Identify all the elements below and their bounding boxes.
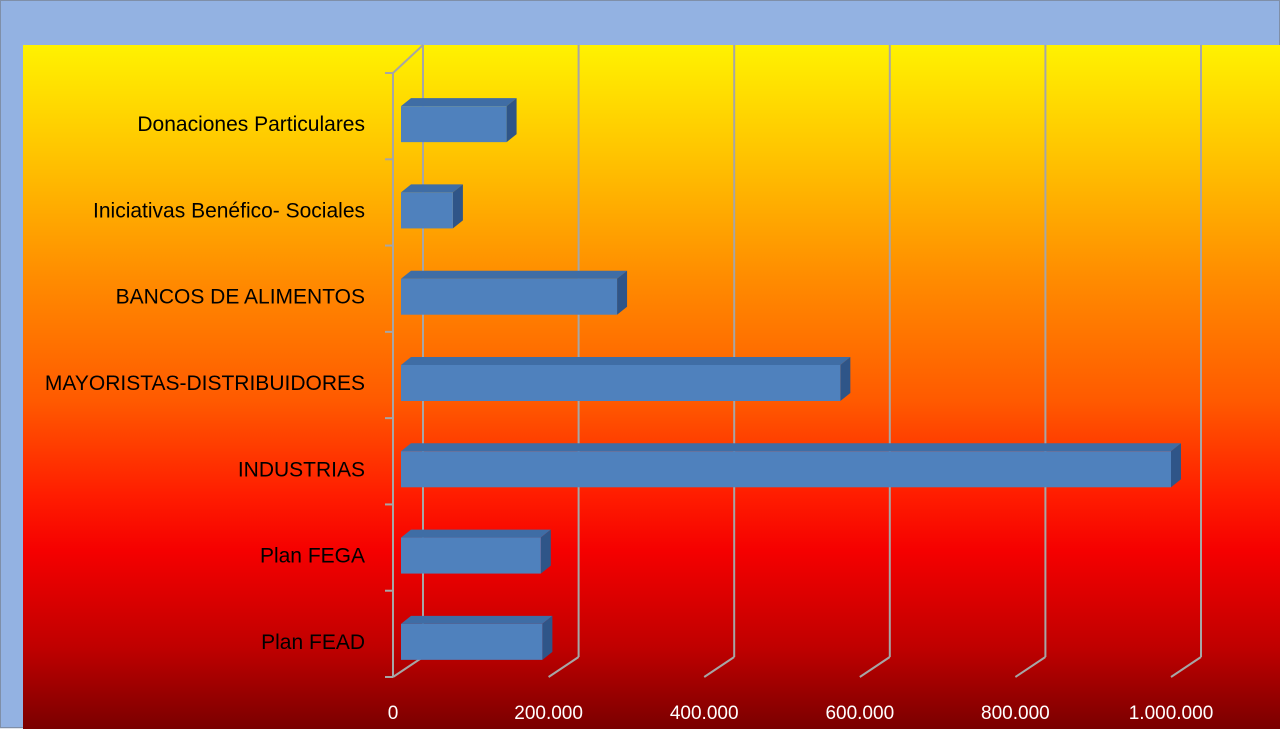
bar-front-face	[401, 106, 507, 143]
bar-side-face	[506, 98, 517, 143]
floor-gridline-0	[392, 656, 424, 678]
bar-0	[401, 615, 553, 660]
bar-side-face	[617, 270, 628, 315]
category-label-5: Iniciativas Benéfico- Sociales	[93, 199, 365, 222]
bar-front-face	[401, 537, 541, 574]
floor-gridline-2	[703, 656, 735, 678]
bar-front-face	[401, 278, 618, 315]
category-label-6: Donaciones Particulares	[137, 113, 365, 136]
bar-side-face	[840, 357, 851, 401]
bar-top-face	[401, 615, 553, 624]
bar-side-face	[540, 529, 551, 574]
category-label-4: BANCOS DE ALIMENTOS	[116, 286, 365, 309]
category-axis-depth-edge	[392, 44, 424, 74]
floor-gridline-5	[1170, 656, 1202, 678]
bar-front-face	[401, 192, 453, 229]
bar-1	[401, 529, 551, 574]
x-tick-label-4: 800.000	[981, 703, 1050, 724]
bar-top-face	[401, 529, 551, 538]
bar-top-face	[401, 184, 463, 193]
bar-top-face	[401, 357, 851, 365]
x-tick-label-0: 0	[388, 703, 399, 724]
bar-5	[401, 184, 463, 229]
bar-top-face	[401, 443, 1181, 452]
bar-front-face	[401, 623, 543, 660]
category-label-2: INDUSTRIAS	[238, 458, 365, 481]
category-label-3: MAYORISTAS-DISTRIBUIDORES	[45, 372, 365, 395]
bar-front-face	[401, 451, 1171, 488]
x-tick-label-3: 600.000	[825, 703, 894, 724]
bar-6	[401, 98, 517, 143]
bar-side-face	[542, 615, 553, 660]
bar-side-face	[452, 184, 463, 229]
bar-top-face	[401, 98, 517, 107]
floor-gridline-1	[548, 656, 580, 678]
bar-top-face	[401, 270, 628, 279]
floor-gridline-3	[859, 656, 891, 678]
category-label-0: Plan FEAD	[261, 631, 365, 654]
x-tick-label-1: 200.000	[514, 703, 583, 724]
bar-side-face	[1171, 443, 1181, 488]
x-tick-label-2: 400.000	[670, 703, 739, 724]
bar-4	[401, 270, 628, 315]
floor-gridline-4	[1014, 656, 1046, 678]
bar-front-face	[401, 365, 841, 401]
bar-2	[401, 443, 1181, 488]
category-label-1: Plan FEGA	[260, 545, 365, 568]
x-tick-label-5: 1.000.000	[1129, 703, 1214, 724]
bar-3	[401, 357, 851, 401]
